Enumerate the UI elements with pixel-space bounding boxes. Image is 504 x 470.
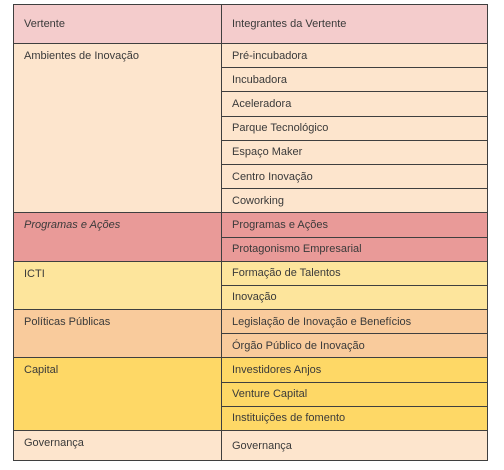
integrante-cell: Legislação de Inovação e Benefícios xyxy=(221,309,488,335)
header-integrantes: Integrantes da Vertente xyxy=(221,4,488,44)
integrante-cell: Incubadora xyxy=(221,67,488,93)
integrante-cell: Instituições de fomento xyxy=(221,405,488,432)
table-row: Governança Governança xyxy=(13,429,488,462)
table-row: Protagonismo Empresarial xyxy=(14,236,488,262)
vertente-cell: Programas e Ações xyxy=(13,212,222,262)
vertentes-table: Vertente Integrantes da Vertente Ambient… xyxy=(13,4,488,462)
table-header: Vertente Integrantes da Vertente xyxy=(13,4,488,44)
vertente-cell: Ambientes de Inovação xyxy=(13,42,222,214)
table-row: Ambientes de Inovação Pré-incubadora xyxy=(13,42,488,214)
vertente-cell: ICTI xyxy=(13,260,222,311)
integrante-cell: Espaço Maker xyxy=(221,139,488,165)
table-row: Incubadora xyxy=(14,67,488,93)
vertente-cell: Governança xyxy=(13,429,222,462)
table-row: ICTI Formação de Talentos xyxy=(13,260,488,311)
table-row: Capital Investidores Anjos xyxy=(13,357,488,431)
table-row: Instituições de fomento xyxy=(14,405,488,432)
integrante-cell: Inovação xyxy=(221,284,488,311)
vertente-cell: Capital xyxy=(13,357,222,431)
integrante-cell: Coworking xyxy=(221,188,488,214)
table-row: Programas e Ações Programas e Ações xyxy=(13,212,488,262)
table-row: Inovação xyxy=(14,284,488,311)
integrante-cell: Programas e Ações xyxy=(221,212,488,238)
integrante-cell: Aceleradora xyxy=(221,91,488,117)
integrante-cell: Pré-incubadora xyxy=(221,42,488,69)
header-vertente: Vertente xyxy=(13,4,222,44)
integrante-cell: Órgão Público de Inovação xyxy=(221,333,488,359)
table-row: Venture Capital xyxy=(14,381,488,407)
integrante-cell: Investidores Anjos xyxy=(221,357,488,383)
integrante-cell: Formação de Talentos xyxy=(221,260,488,286)
integrante-cell: Centro Inovação xyxy=(221,163,488,190)
table-row: Coworking xyxy=(14,188,488,214)
table-row: Espaço Maker xyxy=(14,139,488,165)
table-row: Órgão Público de Inovação xyxy=(14,333,488,359)
integrante-cell: Parque Tecnológico xyxy=(221,115,488,141)
table-body: Ambientes de Inovação Pré-incubadora Incub… xyxy=(13,42,488,462)
table-row: Políticas Públicas Legislação de Inovação… xyxy=(13,309,488,359)
table-row: Centro Inovação xyxy=(14,163,488,190)
vertente-cell: Políticas Públicas xyxy=(13,309,222,359)
header-row: Vertente Integrantes da Vertente xyxy=(13,4,488,44)
integrante-cell: Protagonismo Empresarial xyxy=(221,236,488,262)
integrante-cell: Governança xyxy=(221,429,488,462)
integrante-cell: Venture Capital xyxy=(221,381,488,407)
